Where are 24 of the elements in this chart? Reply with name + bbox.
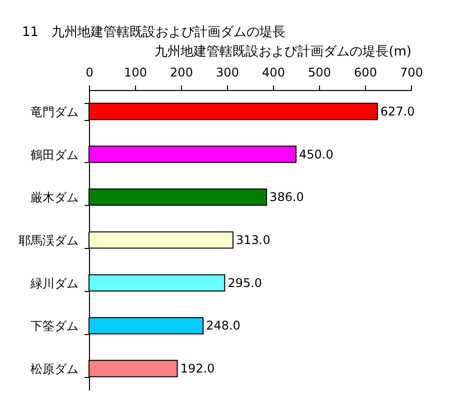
x-tick-label: 400 xyxy=(262,66,285,80)
x-axis-title: 九州地建管轄既設および計画ダムの堤長(m) xyxy=(154,44,412,60)
x-tick-label: 100 xyxy=(124,66,147,80)
x-tick-label: 0 xyxy=(86,66,94,80)
x-tick-label: 300 xyxy=(216,66,239,80)
y-tick-label: 竜門ダム xyxy=(30,104,78,119)
x-tick-label: 500 xyxy=(308,66,331,80)
y-tick-label: 下筌ダム xyxy=(30,319,78,334)
data-label: 386.0 xyxy=(270,190,304,204)
x-tick-label: 600 xyxy=(354,66,377,80)
x-tick-label: 200 xyxy=(170,66,193,80)
x-tick-label: 700 xyxy=(400,66,423,80)
y-tick-label: 厳木ダム xyxy=(30,190,78,205)
chart-title: 11 九州地建管轄既設および計画ダムの堤長 xyxy=(22,25,286,40)
data-label: 295.0 xyxy=(228,276,262,290)
y-tick-label: 松原ダム xyxy=(30,362,78,376)
y-tick-label: 鶴田ダム xyxy=(30,148,78,162)
data-label: 248.0 xyxy=(206,318,240,333)
data-label: 450.0 xyxy=(299,147,334,162)
data-label: 192.0 xyxy=(180,362,215,376)
data-label: 627.0 xyxy=(380,104,415,118)
y-tick-label: 緑川ダム xyxy=(30,276,78,290)
y-tick-label: 耶馬渓ダム xyxy=(18,234,78,248)
data-label: 313.0 xyxy=(236,233,270,247)
